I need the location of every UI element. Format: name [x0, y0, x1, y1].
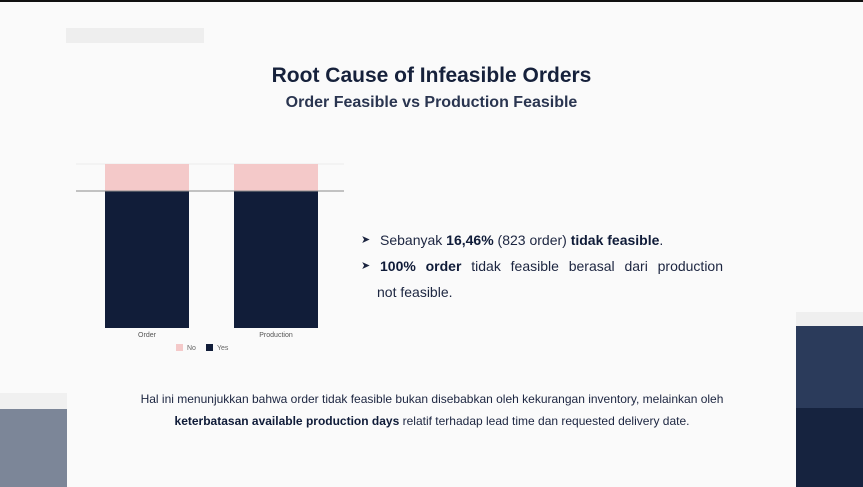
bullet-1-percent: 16,46%	[446, 232, 494, 248]
x-tick-label: Production	[259, 332, 293, 339]
bullet-item-2: ➤ 100% order tidak feasible berasal dari…	[361, 253, 723, 279]
bullet-1-suffix: .	[659, 232, 664, 248]
bullet-1-prefix: Sebanyak	[380, 232, 447, 248]
bullet-1-mid: (823 order)	[493, 232, 571, 248]
bullet-item-1: ➤ Sebanyak 16,46% (823 order) tidak feas…	[361, 227, 723, 253]
footer-conclusion: Hal ini menunjukkan bahwa order tidak fe…	[96, 388, 768, 432]
slide-title: Root Cause of Infeasible Orders	[271, 64, 592, 87]
bullet-2-text: tidak feasible berasal dari production	[461, 258, 723, 274]
arrow-bullet-icon: ➤	[361, 260, 371, 272]
bar-production-no	[234, 164, 318, 191]
legend-label-no: No	[187, 345, 196, 352]
bullet-text-1: Sebanyak 16,46% (823 order) tidak feasib…	[380, 227, 663, 253]
bullet-text-2: 100% order tidak feasible berasal dari p…	[380, 253, 723, 279]
top-border-line	[0, 0, 863, 2]
right-decor-block-top	[796, 326, 863, 408]
bar-production-yes	[234, 190, 318, 328]
left-decor-block	[0, 409, 67, 487]
bullet-2-continuation: not feasible.	[377, 284, 453, 300]
bullet-2-bold: 100% order	[380, 258, 462, 274]
x-tick-label: Order	[138, 332, 157, 339]
stacked-bar-chart: Order Production No Yes	[76, 163, 344, 352]
footer-bold: keterbatasan available production days	[174, 414, 400, 428]
bar-order-no	[105, 164, 189, 191]
footer-line-1: Hal ini menunjukkan bahwa order tidak fe…	[140, 392, 724, 406]
legend-swatch-yes	[206, 344, 213, 351]
footer-line-2-rest: relatif terhadap lead time dan requested…	[399, 414, 690, 428]
right-decor-block-bottom	[796, 408, 863, 487]
footer-line-2: keterbatasan available production days r…	[96, 410, 768, 432]
legend-swatch-no	[176, 344, 183, 351]
right-decor-band	[796, 312, 863, 326]
arrow-bullet-icon: ➤	[361, 234, 371, 246]
bullet-list: ➤ Sebanyak 16,46% (823 order) tidak feas…	[361, 227, 723, 305]
legend-label-yes: Yes	[217, 345, 229, 352]
left-decor-band	[0, 393, 67, 409]
top-placeholder-bar	[66, 28, 204, 43]
bar-order-yes	[105, 190, 189, 328]
slide-subtitle: Order Feasible vs Production Feasible	[285, 94, 578, 111]
bullet-1-status: tidak feasible	[570, 232, 660, 248]
